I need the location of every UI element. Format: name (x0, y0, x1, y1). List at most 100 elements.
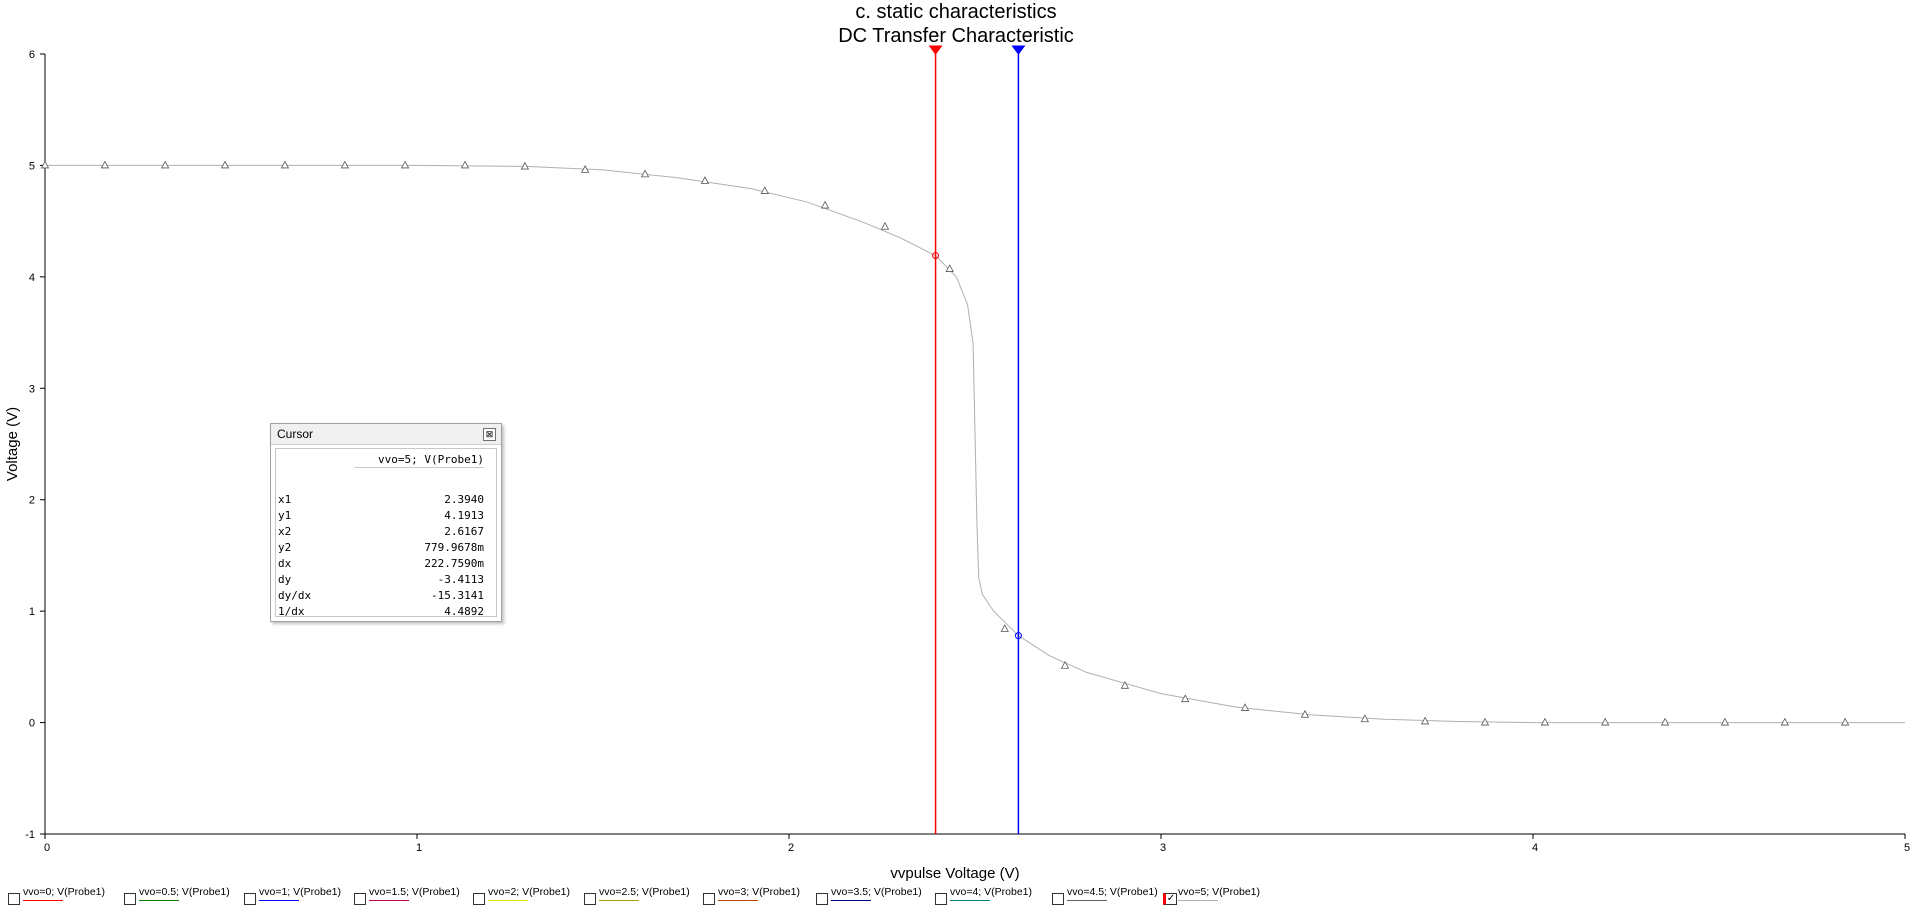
cursor-row-x2: x2 2.6167 (278, 524, 484, 540)
y-tick-label: 1 (29, 606, 35, 618)
y-tick-label: 4 (29, 272, 35, 284)
legend-swatch (488, 900, 528, 901)
cursor-panel[interactable]: Cursor ⊠ vvo=5; V(Probe1) x1 2.3940 y1 4.19… (270, 423, 502, 622)
data-point-marker (280, 160, 290, 169)
cursor-row-value: 2.3940 (444, 493, 484, 506)
checkbox-icon[interactable] (584, 893, 596, 905)
x-tick-label: 2 (788, 842, 794, 854)
legend: vvo=0; V(Probe1) vvo=0.5; V(Probe1) vvo=1;… (8, 884, 1908, 906)
cursor-row-label: x2 (278, 525, 292, 538)
data-point-marker (400, 160, 410, 169)
data-point-marker (1660, 717, 1670, 726)
legend-swatch (599, 900, 639, 901)
cursor-handle-2[interactable] (1011, 45, 1026, 55)
cursor-crosshair-2 (1014, 632, 1022, 640)
legend-label: vvo=1.5; V(Probe1) (369, 886, 460, 898)
data-point-marker (100, 160, 110, 169)
cursor-row-value: -15.3141 (431, 589, 484, 602)
data-point-marker (760, 186, 769, 194)
data-point-marker (1540, 717, 1550, 726)
cursor-row-1dx: 1/dx 4.4892 (278, 604, 484, 620)
cursor-row-value: 4.4892 (444, 605, 484, 618)
legend-label: vvo=5; V(Probe1) (1178, 886, 1261, 898)
y-tick-label: 5 (29, 160, 35, 172)
cursor-row-x1: x1 2.3940 (278, 492, 484, 508)
checkbox-icon[interactable] (703, 893, 715, 905)
chart-subtitle: DC Transfer Characteristic (838, 25, 1074, 47)
cursor-panel-title: Cursor (277, 427, 314, 441)
legend-swatch (718, 900, 758, 901)
legend-label: vvo=2; V(Probe1) (488, 886, 571, 898)
legend-label: vvo=3; V(Probe1) (718, 886, 801, 898)
data-point-marker (1420, 716, 1430, 725)
data-point-marker (1720, 717, 1730, 726)
checkbox-checked-icon[interactable]: ✓ (1163, 893, 1177, 905)
checkbox-icon[interactable] (473, 893, 485, 905)
checkbox-icon[interactable] (8, 893, 20, 905)
data-point-marker (945, 264, 954, 272)
data-point-marker (160, 160, 170, 169)
cursor-row-value: 2.6167 (444, 525, 484, 538)
close-icon[interactable]: ⊠ (483, 428, 496, 441)
checkbox-icon[interactable] (1052, 893, 1064, 905)
cursor-row-y2: y2 779.9678m (278, 540, 484, 556)
cursor-row-label: y2 (278, 541, 292, 554)
data-point-marker (880, 221, 890, 230)
cursor-row-value: -3.4113 (437, 573, 484, 586)
data-point-marker (580, 165, 590, 173)
cursor-row-dydx: dy/dx -15.3141 (278, 588, 484, 604)
data-point-marker (1360, 714, 1370, 723)
y-tick-label: 0 (29, 718, 35, 730)
checkbox-icon[interactable] (244, 893, 256, 905)
data-point-marker (700, 176, 710, 184)
data-point-marker (1300, 709, 1310, 718)
data-point-marker (340, 160, 350, 169)
data-point-marker (460, 160, 470, 169)
x-tick-label: 4 (1532, 842, 1538, 854)
data-point-marker (220, 160, 230, 169)
data-point-marker (520, 161, 530, 170)
data-point-marker (820, 200, 830, 209)
legend-swatch (1178, 900, 1218, 901)
cursor-row-label: 1/dx (278, 605, 305, 618)
data-point-marker (40, 160, 50, 169)
cursor-row-label: dy/dx (278, 589, 312, 602)
cursor-row-y1: y1 4.1913 (278, 508, 484, 524)
legend-swatch (23, 900, 63, 901)
y-tick-label: 2 (29, 495, 35, 507)
x-axis-label: vvpulse Voltage (V) (890, 865, 1019, 882)
y-axis-label: Voltage (V) (4, 407, 21, 481)
cursor-crosshair-1 (932, 252, 940, 260)
cursor-row-value: 222.7590m (424, 557, 484, 570)
checkbox-icon[interactable] (935, 893, 947, 905)
checkbox-icon[interactable] (816, 893, 828, 905)
legend-label: vvo=4.5; V(Probe1) (1067, 886, 1158, 898)
cursor-column-header: vvo=5; V(Probe1) (354, 453, 484, 468)
x-tick-label: 5 (1904, 842, 1910, 854)
cursor-row-dy: dy -3.4113 (278, 572, 484, 588)
series-line (45, 164, 1905, 724)
cursor-readout: vvo=5; V(Probe1) x1 2.3940 y1 4.1913 x2 2.616… (275, 448, 497, 620)
chart-title: c. static characteristics (855, 1, 1057, 23)
data-point-marker (1181, 694, 1190, 703)
legend-label: vvo=0.5; V(Probe1) (139, 886, 230, 898)
cursor-handle-1[interactable] (928, 45, 943, 55)
cursor-panel-header[interactable]: Cursor ⊠ (271, 424, 501, 445)
x-tick-label: 0 (44, 842, 50, 854)
legend-swatch (1067, 900, 1107, 901)
cursor-row-value: 779.9678m (424, 541, 484, 554)
data-point-marker (1060, 660, 1070, 669)
data-point-marker (1480, 717, 1490, 726)
legend-swatch (831, 900, 871, 901)
y-tick-label: 6 (29, 49, 35, 61)
data-point-marker (1840, 717, 1850, 726)
checkbox-icon[interactable] (124, 893, 136, 905)
cursor-row-label: y1 (278, 509, 292, 522)
data-point-marker (1000, 624, 1009, 632)
cursor-row-dx: dx 222.7590m (278, 556, 484, 572)
legend-label: vvo=3.5; V(Probe1) (831, 886, 922, 898)
checkbox-icon[interactable] (354, 893, 366, 905)
legend-label: vvo=4; V(Probe1) (950, 886, 1033, 898)
legend-swatch (369, 900, 409, 901)
cursor-row-value: 4.1913 (444, 509, 484, 522)
